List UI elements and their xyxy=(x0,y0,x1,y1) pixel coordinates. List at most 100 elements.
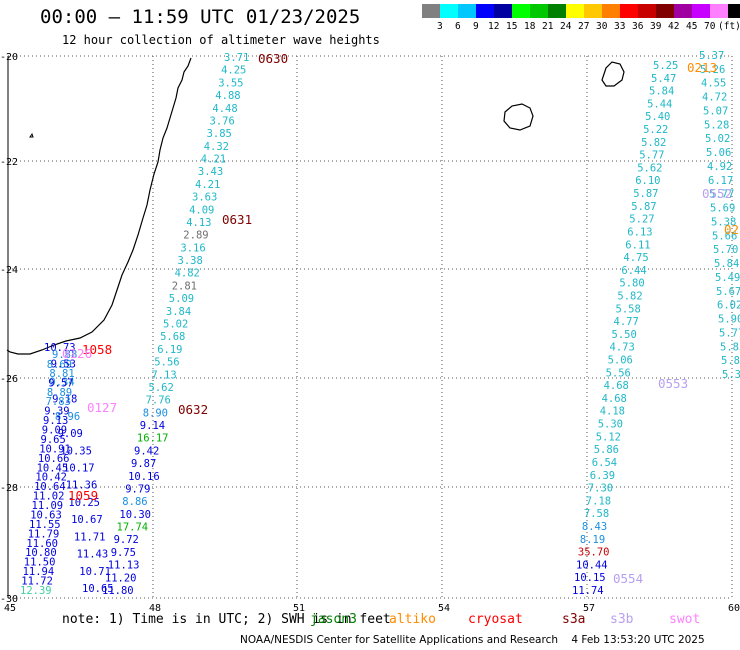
swh-value: 35.70 xyxy=(578,547,610,559)
swh-value: 5.07 xyxy=(703,106,728,118)
swh-value: 4.72 xyxy=(702,92,727,104)
swh-value: 9.39 xyxy=(44,406,69,418)
swh-value: 7.30 xyxy=(588,483,613,495)
colorbar-swatch xyxy=(422,4,440,18)
swh-value: 4.88 xyxy=(215,90,240,102)
x-tick-label: 48 xyxy=(149,603,161,614)
swh-value: 10.63 xyxy=(30,510,62,522)
footer-note: note: 1) Time is in UTC; 2) SWH is in fe… xyxy=(62,612,391,627)
swh-value: 5.86 xyxy=(594,444,619,456)
swh-value: 3.38 xyxy=(178,255,203,267)
swh-value: 7.18 xyxy=(586,495,611,507)
swh-value: 11.72 xyxy=(21,576,53,588)
colorbar-tick-label: 24 xyxy=(560,21,572,32)
colorbar-swatch xyxy=(494,4,512,18)
swh-value: 9.65 xyxy=(41,434,66,446)
swh-value: 9.42 xyxy=(134,445,159,457)
legend-entry-altiko: altiko xyxy=(389,612,436,627)
colorbar-tick-label: 6 xyxy=(455,21,461,32)
swh-value: 10.45 xyxy=(37,462,69,474)
swh-value: 5.47 xyxy=(651,73,676,85)
swh-value: 2.89 xyxy=(183,230,208,242)
swh-value: 4.75 xyxy=(623,252,648,264)
legend-entry-s3b: s3b xyxy=(610,612,634,627)
colorbar-swatch xyxy=(638,4,656,18)
swh-value: 5.56 xyxy=(606,367,631,379)
swh-value: 4.09 xyxy=(189,204,214,216)
swh-value: 8.89 xyxy=(47,387,72,399)
swh-value: 9.14 xyxy=(140,420,165,432)
swh-value: 5.70 xyxy=(713,244,738,256)
swh-value: 4.55 xyxy=(701,78,726,90)
swh-value: 8.86 xyxy=(122,496,147,508)
colorbar-tick-label: 9 xyxy=(473,21,479,32)
swh-value: 11.55 xyxy=(29,519,61,531)
swh-value: 11.20 xyxy=(105,572,137,584)
x-tick-label: 54 xyxy=(438,603,450,614)
swh-value: 5.62 xyxy=(637,162,662,174)
swh-value: 5.26 xyxy=(700,64,725,76)
swh-value: 5.87 xyxy=(631,201,656,213)
swh-value: 5.49 xyxy=(715,272,740,284)
swh-value: 5.67 xyxy=(716,286,740,298)
pass-time-label: 0552 xyxy=(702,186,732,201)
swh-value: 17.74 xyxy=(117,522,149,534)
swh-value: 9.79 xyxy=(125,484,150,496)
swh-value: 10.67 xyxy=(71,514,103,526)
colorbar-swatch xyxy=(584,4,602,18)
swh-value: 3.84 xyxy=(166,306,191,318)
swh-value: 7.13 xyxy=(151,369,176,381)
swh-value: 6.11 xyxy=(625,239,650,251)
swh-value: 5.69 xyxy=(710,203,735,215)
swh-value: 8.19 xyxy=(580,534,605,546)
pass-time-label: 02 xyxy=(724,222,739,237)
swh-value: 5.37 xyxy=(699,50,724,62)
swh-value: 10.65 xyxy=(82,583,114,595)
swh-value: 3.55 xyxy=(218,77,243,89)
swh-value: 11.43 xyxy=(77,549,109,561)
swh-value: 5.87 xyxy=(633,188,658,200)
swh-value: 5.82 xyxy=(617,291,642,303)
y-tick-label: -24 xyxy=(0,265,18,276)
colorbar-tick-label: 36 xyxy=(632,21,644,32)
swh-value: 5.06 xyxy=(706,147,731,159)
pass-time-label: 1059 xyxy=(68,488,98,503)
pass-time-label: 0631 xyxy=(222,212,252,227)
swh-value: 5.09 xyxy=(169,293,194,305)
swh-value: 9.13 xyxy=(43,415,68,427)
colorbar-tick-label: 18 xyxy=(524,21,536,32)
swh-value: 5.68 xyxy=(160,331,185,343)
swh-value: 12.39 xyxy=(20,585,52,597)
swh-value: 10.91 xyxy=(39,443,71,455)
legend-entry-jason3: jason3 xyxy=(310,612,357,627)
swh-value: 8.90 xyxy=(143,407,168,419)
swh-value: 5.28 xyxy=(704,119,729,131)
swh-value: 11.36 xyxy=(66,480,98,492)
colorbar-unit: (ft) xyxy=(718,21,740,32)
swh-value: 5.02 xyxy=(705,133,730,145)
swh-value: 11.60 xyxy=(26,538,58,550)
swh-value: 9.72 xyxy=(114,534,139,546)
swh-value: 7.76 xyxy=(146,395,171,407)
swh-value: 9.87 xyxy=(131,458,156,470)
swh-value: 6.44 xyxy=(621,265,646,277)
colorbar-swatch xyxy=(710,4,728,18)
swh-value: 7.83 xyxy=(46,396,71,408)
swh-value: 5.90 xyxy=(718,314,740,326)
mauritius-island xyxy=(601,61,625,87)
colorbar-tick-label: 70 xyxy=(704,21,716,32)
swh-value: 9.18 xyxy=(52,394,77,406)
swh-tracks: 3.714.253.554.884.483.763.854.324.213.43… xyxy=(20,50,740,597)
colorbar-swatch xyxy=(530,4,548,18)
swh-value: 4.48 xyxy=(212,103,237,115)
axis-tick-labels: 45 48 51 54 57 60 -20 -22 -24 -26 -28 -30 xyxy=(0,52,740,614)
swh-value: 4.21 xyxy=(201,154,226,166)
swh-value: 5.56 xyxy=(154,357,179,369)
swh-value: 3.71 xyxy=(224,52,249,64)
swh-value: 4.92 xyxy=(707,161,732,173)
swh-value: 10.16 xyxy=(128,471,160,483)
legend-entry-swot: swot xyxy=(669,612,701,627)
swh-value: 4.13 xyxy=(186,217,211,229)
swh-value: 11.13 xyxy=(108,560,140,572)
